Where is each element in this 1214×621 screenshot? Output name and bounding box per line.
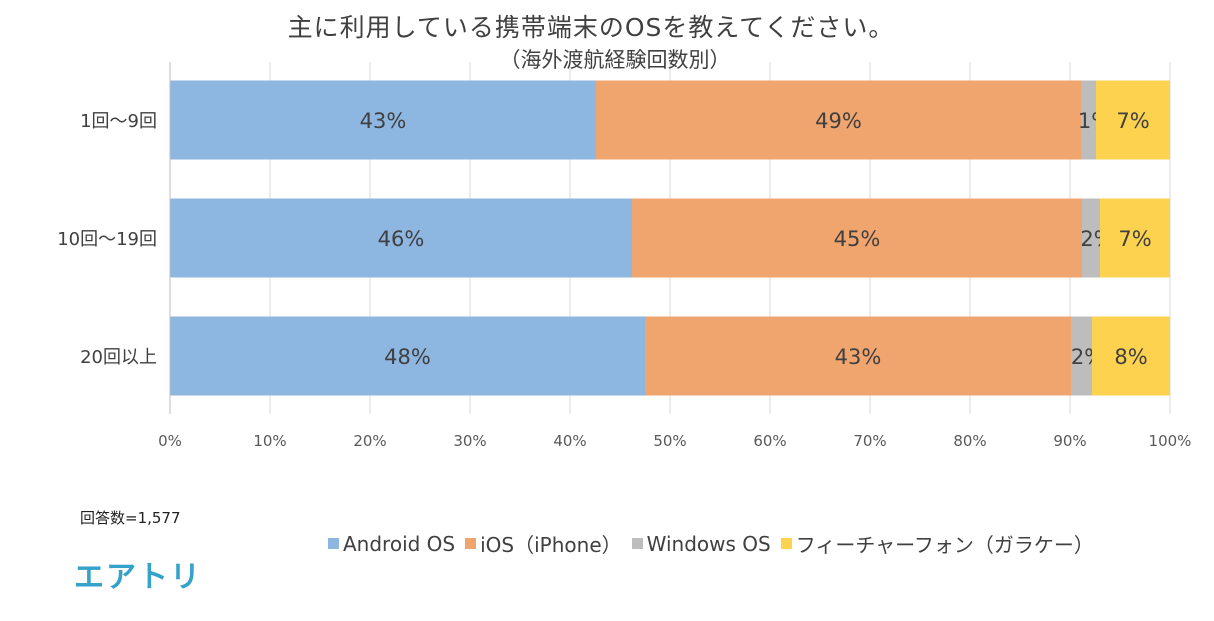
chart-subtitle: （海外渡航経験回数別） [499,48,731,72]
legend-swatch [780,538,792,549]
chart-title: 主に利用している携帯端末のOSを教えてください。 [287,13,895,42]
bar-segment [170,80,596,160]
chart-legend: Android OS iOS（iPhone） Windows OS フィーチャーフォン… [328,529,1104,558]
category-label: 1回～9回 [80,111,157,132]
stacked-bar-chart: 0% 10% 20% 30% 40% 50% 60% 70% 80% 90% 100% 43% 49% 1… [57,62,1192,450]
legend-swatch [631,538,643,549]
bar-segment [1100,198,1170,278]
brand-logo: エアトリ [74,560,202,595]
data-label: 48% [384,345,431,369]
legend-item: フィーチャーフォン（ガラケー） [780,529,1094,558]
legend-label: フィーチャーフォン（ガラケー） [795,533,1094,557]
bar-segment [1081,80,1096,160]
x-tick-label: 90% [1053,432,1086,450]
data-label: 8% [1114,345,1147,369]
x-tick-label: 30% [453,432,486,450]
x-tick-label: 10% [253,432,286,450]
legend-swatch [328,538,339,549]
category-label: 20回以上 [80,347,157,368]
x-tick-label: 0% [158,432,182,450]
x-tick-label: 80% [953,432,986,450]
legend-item: Windows OS [631,531,771,556]
legend-swatch [465,538,477,549]
x-tick-label: 60% [753,432,786,450]
legend-label: iOS（iPhone） [480,533,622,557]
bar-segment [645,316,1071,396]
x-tick-label: 20% [353,432,386,450]
bar-segment [170,198,632,278]
sample-size-note: 回答数=1,577 [80,509,181,527]
data-label: 43% [360,109,407,133]
legend-label: Android OS [343,531,456,556]
bar-segment [632,198,1082,278]
data-label: 43% [835,345,882,369]
x-tick-label: 40% [553,432,586,450]
legend-item: iOS（iPhone） [465,529,622,558]
data-label: 7% [1118,227,1151,251]
category-label: 10回～19回 [57,229,157,250]
bar-segment [596,80,1081,160]
data-label: 46% [378,227,425,251]
bar-segment [1092,316,1170,396]
x-tick-label: 100% [1149,432,1192,450]
bar-segment [1082,198,1100,278]
legend-label: Windows OS [646,531,771,556]
data-label: 49% [815,109,862,133]
bar-segment [1096,80,1170,160]
data-label: 7% [1116,109,1149,133]
bar-segment [1071,316,1092,396]
data-label: 45% [834,227,881,251]
x-tick-label: 50% [653,432,686,450]
bar-segment [170,316,645,396]
x-tick-label: 70% [853,432,886,450]
legend-item: Android OS [328,532,455,556]
